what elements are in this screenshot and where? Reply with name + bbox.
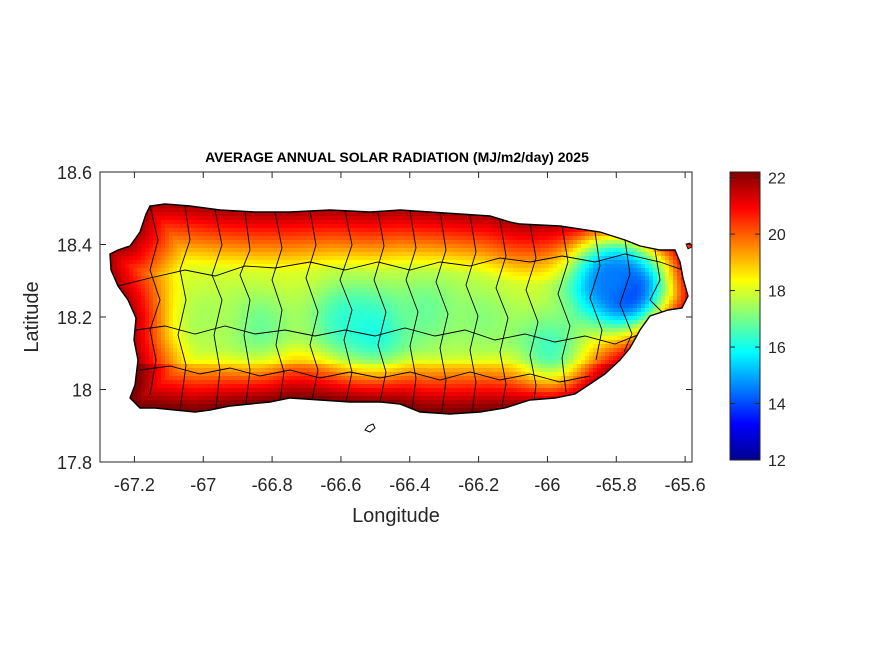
colorbar-tick-label: 20	[768, 227, 786, 244]
municipality-boundary	[619, 239, 633, 353]
colorbar-tick-label: 18	[768, 284, 786, 301]
x-tick-label: -65.8	[596, 475, 637, 495]
municipality-boundaries	[117, 205, 684, 413]
colorbar-tick-label: 14	[768, 397, 786, 414]
municipality-boundary	[557, 225, 571, 393]
y-axis-label: Latitude	[21, 281, 43, 352]
x-tick-label: -67	[190, 475, 216, 495]
colorbar-tick-label: 22	[768, 171, 786, 188]
municipality-boundary	[435, 211, 449, 413]
y-tick-label: 18.6	[57, 163, 92, 183]
x-tick-label: -66.4	[389, 475, 430, 495]
municipality-boundary	[177, 205, 191, 411]
municipality-boundary	[271, 211, 285, 401]
x-tick-label: -66.6	[320, 475, 361, 495]
municipality-boundary	[135, 325, 641, 345]
municipality-boundary	[139, 365, 591, 383]
municipality-boundary	[149, 205, 161, 396]
municipality-boundary	[305, 210, 319, 401]
x-tick-label: -65.6	[665, 475, 706, 495]
x-tick-label: -67.2	[114, 475, 155, 495]
x-axis: -67.2 -67 -66.8 -66.6 -66.4 -66.2 -66 -65.8 -65.…	[114, 172, 706, 495]
municipality-boundary	[117, 253, 684, 287]
municipality-boundary	[649, 249, 663, 313]
x-tick-label: -66	[534, 475, 560, 495]
y-tick-label: 17.8	[57, 453, 92, 473]
y-tick-label: 18	[72, 381, 92, 401]
municipality-boundary	[525, 223, 539, 401]
municipality-boundary	[373, 211, 387, 403]
caja-de-muertos-island	[364, 423, 376, 433]
municipality-boundary	[495, 219, 509, 407]
y-tick-label: 18.4	[57, 236, 92, 256]
colorbar	[729, 171, 761, 461]
colorbar-ticks: 12 14 16 18 20 22	[730, 171, 786, 470]
colorbar-tick-label: 12	[768, 453, 786, 470]
x-tick-label: -66.8	[252, 475, 293, 495]
municipality-boundary	[405, 210, 419, 411]
colorbar-tick-label: 16	[768, 340, 786, 357]
x-tick-label: -66.2	[458, 475, 499, 495]
x-axis-label: Longitude	[352, 505, 440, 527]
y-tick-label: 18.2	[57, 308, 92, 328]
municipality-boundary	[239, 211, 251, 405]
map-title: AVERAGE ANNUAL SOLAR RADIATION (MJ/m2/da…	[205, 149, 589, 165]
y-axis: 17.8 18 18.2 18.4 18.6	[57, 163, 692, 473]
municipality-boundary	[465, 214, 479, 413]
island-outline	[109, 203, 689, 415]
